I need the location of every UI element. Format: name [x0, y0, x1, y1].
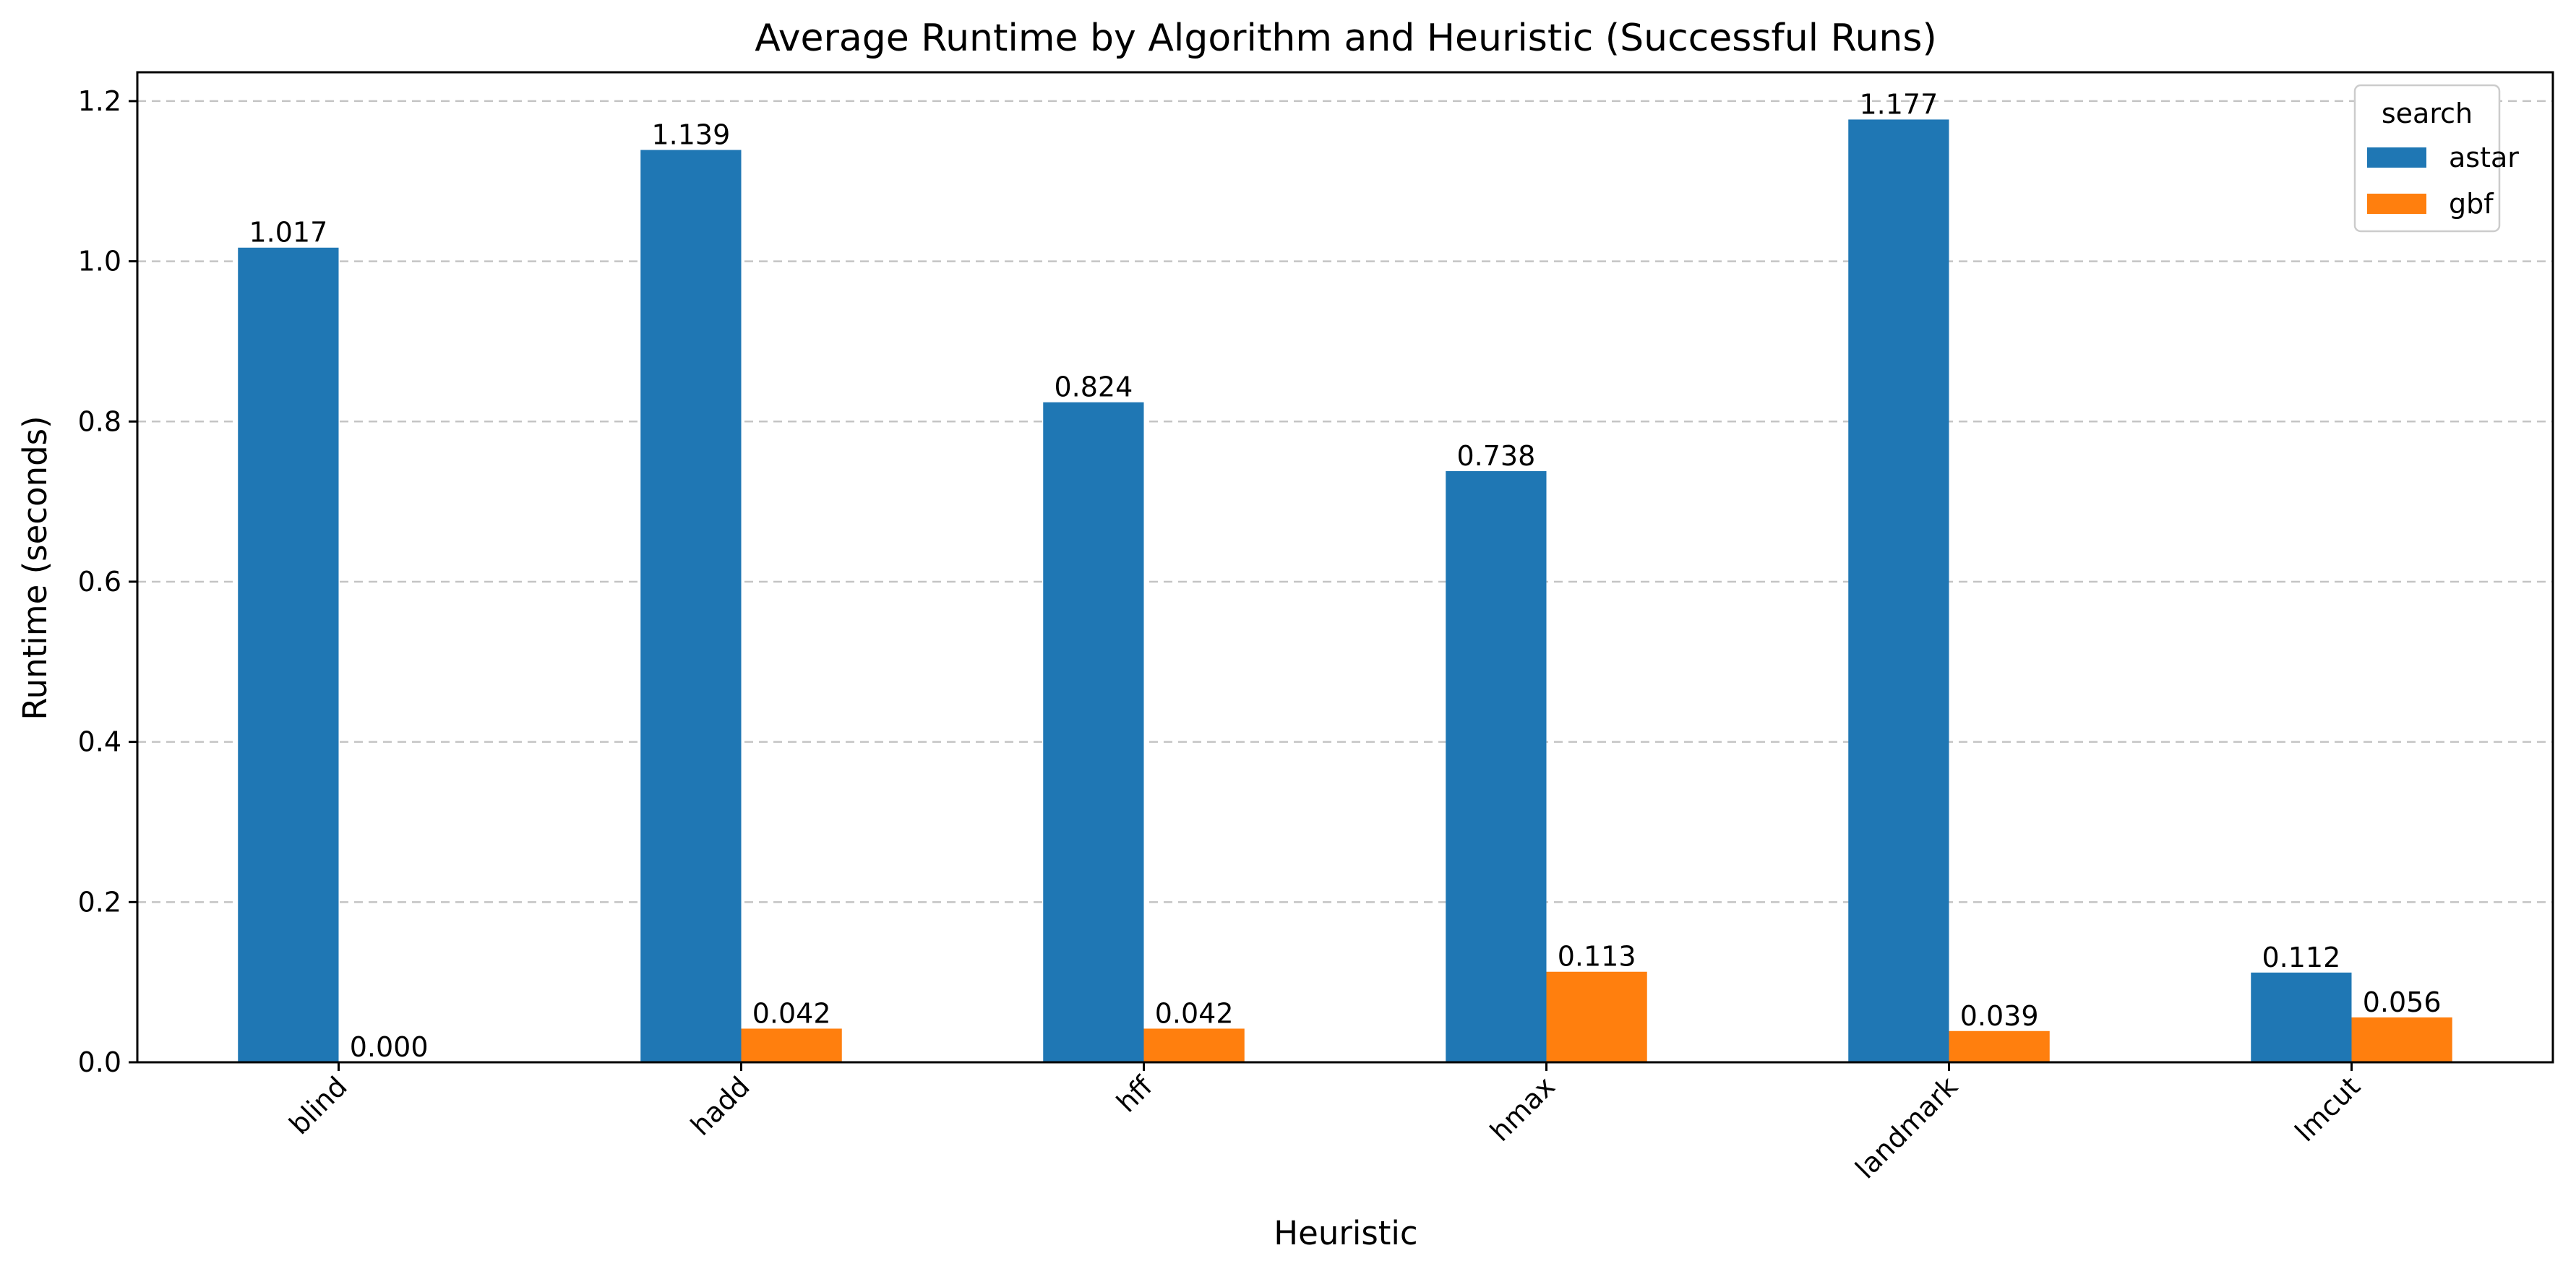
- data-label-astar-landmark: 1.177: [1859, 88, 1938, 120]
- chart-title: Average Runtime by Algorithm and Heurist…: [755, 17, 1937, 60]
- data-label-gbf-hmax: 0.113: [1558, 941, 1636, 973]
- bar-gbf-hff: [1143, 1028, 1245, 1062]
- y-tick-label-6: 1.2: [78, 85, 121, 117]
- data-labels: 1.017 1.139 0.824 0.738 1.177 0.112 0.000 0.042…: [249, 88, 2441, 1063]
- data-label-gbf-hff: 0.042: [1155, 997, 1234, 1029]
- y-tick-label-2: 0.4: [78, 726, 121, 758]
- grid-lines: [137, 100, 2553, 1064]
- data-label-astar-hmax: 0.738: [1456, 440, 1535, 472]
- y-tick-label-4: 0.8: [78, 405, 121, 437]
- x-axis-label: Heuristic: [1274, 1214, 1417, 1252]
- legend-swatch-gbf: [2367, 194, 2426, 214]
- y-tick-label-5: 1.0: [78, 246, 121, 277]
- data-label-gbf-lmcut: 0.056: [2363, 986, 2442, 1018]
- bar-astar-hadd: [640, 150, 742, 1063]
- y-axis-label: Runtime (seconds): [16, 416, 54, 720]
- data-label-gbf-blind: 0.000: [350, 1031, 429, 1063]
- data-label-astar-hadd: 1.139: [651, 119, 730, 151]
- bar-astar-blind: [238, 247, 339, 1063]
- data-label-astar-blind: 1.017: [249, 217, 327, 249]
- plot-frame: [136, 71, 2554, 1064]
- y-tick-label-3: 0.6: [78, 566, 121, 598]
- bars: [238, 119, 2452, 1063]
- legend-label-astar: astar: [2449, 142, 2519, 173]
- y-tick-label-0: 0.0: [78, 1046, 121, 1078]
- bar-astar-hmax: [1446, 470, 1547, 1062]
- bar-gbf-lmcut: [2351, 1017, 2452, 1062]
- y-tick-label-1: 0.2: [78, 886, 121, 918]
- legend-swatch-astar: [2367, 147, 2426, 168]
- bar-astar-landmark: [1848, 119, 1949, 1062]
- bar-astar-hff: [1043, 402, 1144, 1062]
- legend-label-gbf: gbf: [2449, 188, 2494, 220]
- legend: search astar gbf: [2353, 84, 2519, 233]
- data-label-astar-lmcut: 0.112: [2262, 942, 2340, 973]
- bar-astar-lmcut: [2251, 972, 2352, 1062]
- legend-title: search: [2382, 98, 2473, 129]
- bar-gbf-hmax: [1546, 971, 1647, 1062]
- data-label-astar-hff: 0.824: [1054, 371, 1133, 403]
- bar-gbf-hadd: [741, 1028, 842, 1062]
- data-label-gbf-hadd: 0.042: [752, 997, 831, 1029]
- data-label-gbf-landmark: 0.039: [1960, 1000, 2039, 1032]
- bar-gbf-landmark: [1949, 1030, 2050, 1062]
